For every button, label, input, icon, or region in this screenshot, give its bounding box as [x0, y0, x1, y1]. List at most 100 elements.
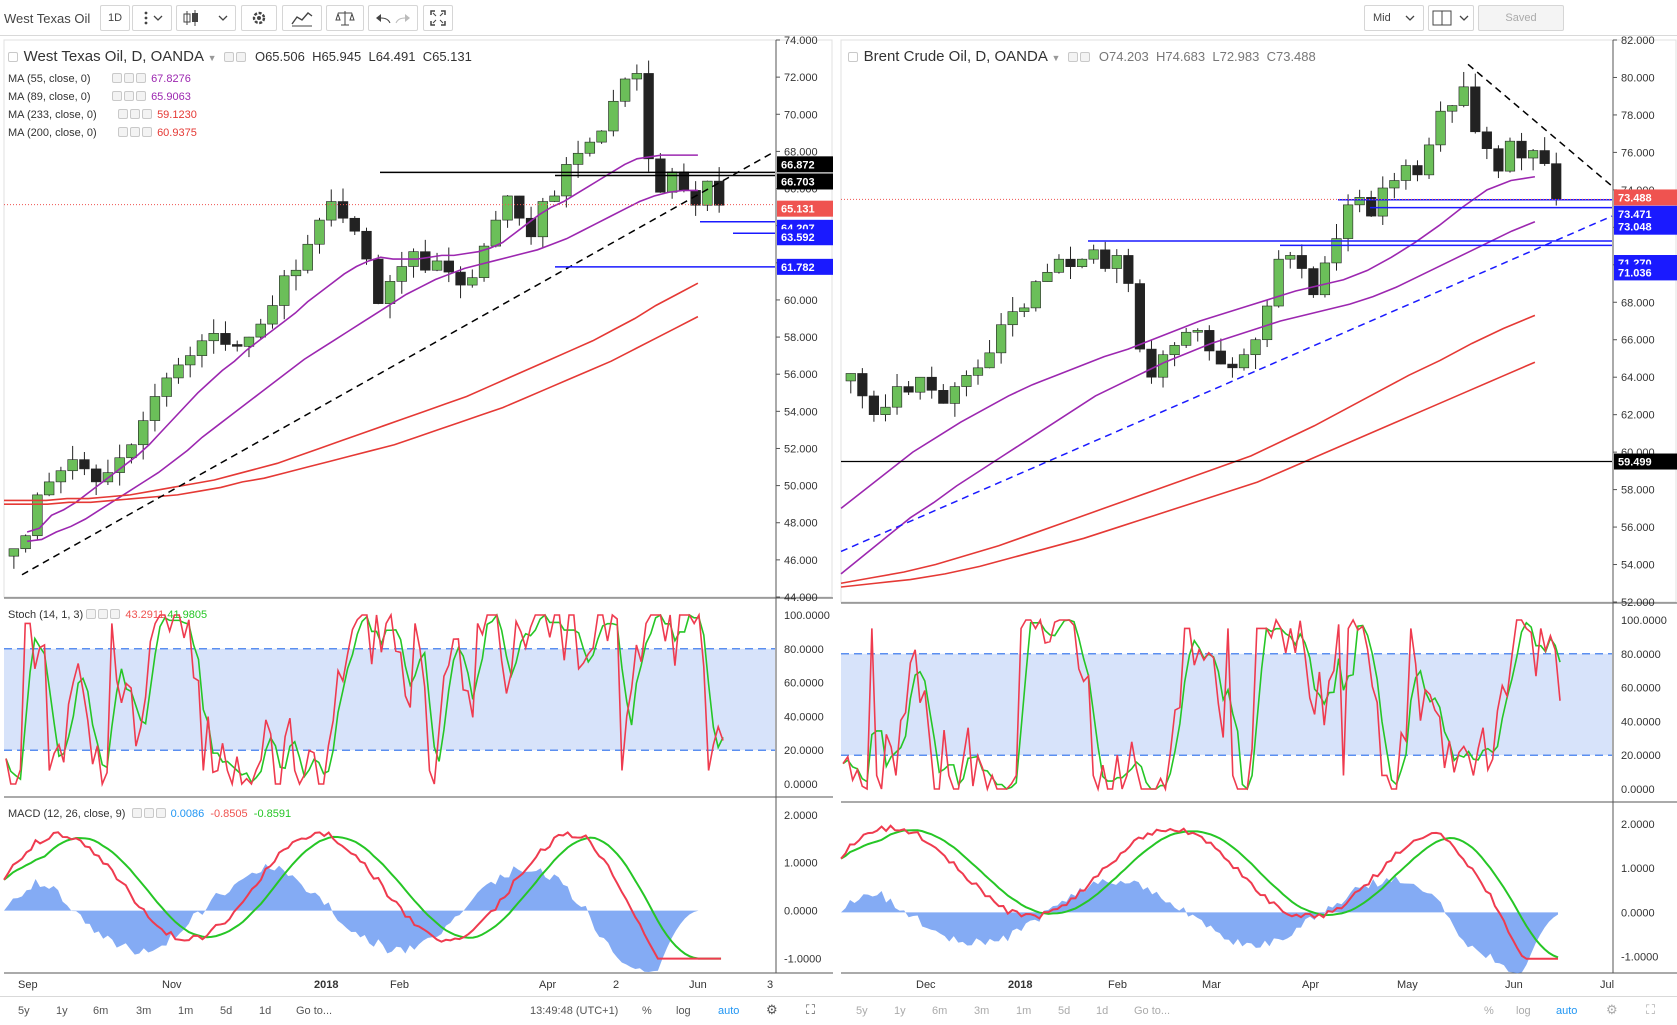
- price-tick-label: 70.000: [784, 109, 818, 121]
- fullscreen-icon[interactable]: ⛶: [806, 1002, 816, 1017]
- gear-icon[interactable]: [235, 52, 246, 62]
- candle-body: [1331, 238, 1342, 264]
- price-source-label: Mid: [1373, 12, 1391, 24]
- charts-canvas[interactable]: 74.000 72.000 70.000 68.000 66.000 64.000 62.0…: [0, 36, 1677, 996]
- range-5d[interactable]: 5d: [1058, 1005, 1071, 1017]
- range-1d[interactable]: 1d: [1096, 1005, 1109, 1017]
- time-label: Jul: [1600, 979, 1614, 991]
- layout-button[interactable]: [1428, 5, 1474, 31]
- settings-button[interactable]: [241, 5, 277, 31]
- price-tick-label: 74.000: [784, 36, 818, 47]
- price-tag: [777, 258, 833, 275]
- stoch-tick-label: 100.0000: [784, 610, 830, 622]
- price-tick-label: 58.000: [784, 332, 818, 344]
- stoch-tick-label: 60.0000: [784, 678, 824, 690]
- candle-body: [326, 201, 337, 221]
- interval-dropdown[interactable]: [132, 5, 172, 31]
- range-6m[interactable]: 6m: [93, 1005, 109, 1017]
- ma-row[interactable]: MA (200, close, 0) 60.9375: [8, 124, 197, 142]
- candle-body: [1354, 197, 1365, 206]
- price-tick-label: 48.000: [784, 518, 818, 530]
- price-tick-label: 46.000: [784, 555, 818, 567]
- ma-label: MA (89, close, 0): [8, 91, 91, 103]
- candle-body: [8, 548, 20, 557]
- macd-line: [840, 824, 1559, 960]
- candle-body: [255, 323, 266, 338]
- range-5y[interactable]: 5y: [18, 1005, 30, 1017]
- price-tick-label: 56.000: [1621, 522, 1655, 534]
- right-symbol-title[interactable]: Brent Crude Oil, D, OANDA: [863, 48, 1048, 65]
- gear-icon[interactable]: ⚙: [1606, 1002, 1618, 1017]
- candle-body: [713, 180, 725, 206]
- interval-button[interactable]: 1D: [100, 5, 130, 31]
- left-symbol-title[interactable]: West Texas Oil, D, OANDA: [23, 48, 204, 65]
- fullscreen-button[interactable]: [423, 5, 453, 31]
- percent-toggle[interactable]: %: [1484, 1005, 1494, 1017]
- range-1d[interactable]: 1d: [259, 1005, 272, 1017]
- ma-line: [27, 189, 698, 543]
- candle-body: [561, 164, 572, 197]
- ma-row[interactable]: MA (233, close, 0) 59.1230: [8, 106, 197, 124]
- range-1m[interactable]: 1m: [178, 1005, 194, 1017]
- auto-toggle[interactable]: auto: [718, 1005, 740, 1017]
- gear-icon[interactable]: ⚙: [766, 1002, 778, 1017]
- trend-line: [21, 150, 776, 576]
- chevron-down-icon[interactable]: ▼: [1051, 53, 1061, 63]
- range-5d[interactable]: 5d: [220, 1005, 233, 1017]
- time-label: Nov: [162, 979, 182, 991]
- candle-body: [196, 340, 208, 356]
- price-tag: [777, 229, 833, 246]
- collapse-icon[interactable]: [8, 52, 18, 62]
- candle-body: [702, 180, 713, 206]
- ma-row[interactable]: MA (89, close, 0) 65.9063: [8, 88, 197, 106]
- left-stoch-legend[interactable]: Stoch (14, 1, 3) 43.2911 41.9805: [8, 609, 207, 621]
- time-label: 2018: [1008, 979, 1032, 991]
- ma-row[interactable]: MA (55, close, 0) 67.8276: [8, 70, 197, 88]
- candle-body: [443, 260, 454, 273]
- eye-icon[interactable]: [1067, 52, 1078, 62]
- left-macd-legend[interactable]: MACD (12, 26, close, 9) 0.0086 -0.8505 -…: [8, 808, 291, 820]
- fullscreen-icon[interactable]: ⛶: [1646, 1002, 1656, 1017]
- macd-histogram: [4, 863, 722, 972]
- price-source-dropdown[interactable]: Mid: [1364, 5, 1424, 31]
- range-6m[interactable]: 6m: [932, 1005, 948, 1017]
- chart-style-button[interactable]: [176, 5, 236, 31]
- candle-body: [1111, 255, 1122, 269]
- symbol-name: West Texas Oil: [4, 10, 91, 26]
- range-1y[interactable]: 1y: [894, 1005, 906, 1017]
- price-tag-label: 66.703: [781, 176, 815, 188]
- time-label: Feb: [1108, 979, 1127, 991]
- symbol-search[interactable]: West Texas Oil: [4, 5, 102, 31]
- time-label: 2: [613, 979, 619, 991]
- gear-icon[interactable]: [1079, 52, 1090, 62]
- candle-body: [1296, 255, 1307, 269]
- candle-body: [1204, 330, 1215, 352]
- indicators-button[interactable]: [282, 5, 322, 31]
- log-toggle[interactable]: log: [676, 1005, 691, 1017]
- candle-body: [537, 201, 549, 238]
- chevron-down-icon[interactable]: ▼: [207, 53, 217, 63]
- save-button[interactable]: Saved: [1478, 5, 1564, 31]
- range-5y[interactable]: 5y: [856, 1005, 868, 1017]
- range-3m[interactable]: 3m: [136, 1005, 152, 1017]
- range-1m[interactable]: 1m: [1016, 1005, 1032, 1017]
- log-toggle[interactable]: log: [1516, 1005, 1531, 1017]
- price-tag: [777, 200, 833, 217]
- save-label: Saved: [1505, 12, 1537, 24]
- auto-toggle[interactable]: auto: [1556, 1005, 1578, 1017]
- eye-icon[interactable]: [223, 52, 234, 62]
- time-label: Mar: [1202, 979, 1221, 991]
- goto-button[interactable]: Go to...: [296, 1005, 333, 1017]
- percent-toggle[interactable]: %: [642, 1005, 652, 1017]
- range-3m[interactable]: 3m: [974, 1005, 990, 1017]
- candle-body: [1030, 281, 1041, 309]
- compare-button[interactable]: [326, 5, 364, 31]
- candle-body: [1551, 163, 1562, 200]
- undo-redo-group[interactable]: [368, 5, 418, 31]
- time-label: 3: [767, 979, 773, 991]
- candle-body: [1516, 140, 1527, 159]
- collapse-icon[interactable]: [848, 52, 858, 62]
- range-1y[interactable]: 1y: [56, 1005, 68, 1017]
- price-tick-label: 60.000: [784, 295, 818, 307]
- goto-button[interactable]: Go to...: [1134, 1005, 1171, 1017]
